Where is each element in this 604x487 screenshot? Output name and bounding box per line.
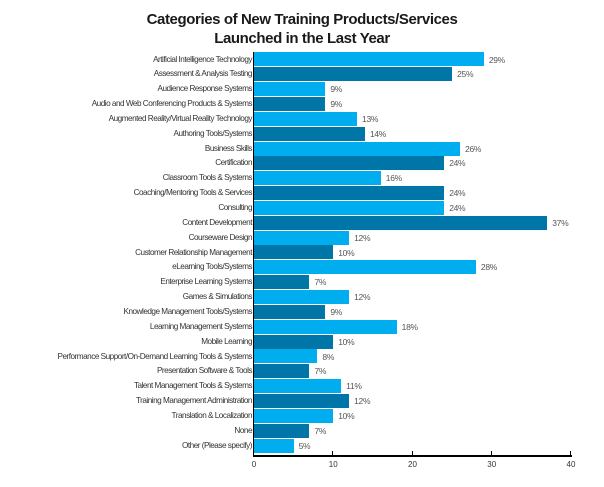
value-label: 10% [338,410,355,421]
value-label: 24% [449,188,466,199]
category-label: Enterprise Learning Systems [160,277,252,287]
x-tick-mark [570,451,571,456]
category-label: Business Skills [204,143,253,153]
category-label: Augmented Reality/Virtual Reality Techno… [108,113,253,123]
bar [254,260,476,275]
bar [254,67,453,82]
category-label: Presentation Software & Tools [156,366,253,376]
value-label: 9% [330,84,342,95]
y-axis-line [253,52,254,456]
bar [254,438,294,453]
value-label: 25% [457,69,474,80]
category-label: Games & Simulations [182,292,253,302]
bar [254,171,381,186]
chart-title-line-1: Categories of New Training Products/Serv… [146,11,458,28]
value-label: 8% [322,351,335,362]
bar [254,334,334,349]
bar [254,96,326,111]
bar [254,304,326,319]
value-label: 11% [346,381,362,392]
bar [254,423,310,438]
x-tick-label: 10 [328,460,338,469]
category-label: Customer Relationship Management [135,247,252,257]
category-label: Learning Management Systems [149,321,253,331]
bar [254,52,484,67]
value-label: 7% [314,277,327,288]
bar [254,349,318,364]
bar [254,408,334,423]
bar [254,275,310,290]
category-label: Mobile Learning [201,336,252,346]
category-label: Training Management Administration [135,396,253,406]
value-label: 5% [298,440,311,451]
x-tick-mark [411,451,413,456]
category-label: Other (Please specify) [182,440,253,450]
category-label: Translation & Localization [171,410,253,420]
value-label: 24% [449,158,466,169]
category-label: Knowledge Management Tools/Systems [123,306,253,316]
category-label: Certification [215,158,252,168]
bar [254,126,365,141]
value-label: 14% [369,128,387,139]
x-tick-label: 40 [566,460,576,469]
bar [254,82,326,97]
x-tick-mark [253,451,254,456]
value-label: 26% [465,143,482,154]
value-label: 12% [354,292,371,303]
category-label: Audio and Web Conferencing Products & Sy… [91,99,253,109]
bar [254,215,548,230]
category-label: Performance Support/On-Demand Learning T… [57,351,253,361]
category-label: Content Development [182,217,252,227]
bar [254,200,445,215]
category-label: Classroom Tools & Systems [162,173,253,183]
value-label: 16% [385,173,402,184]
value-label: 13% [362,113,379,124]
value-label: 9% [330,99,342,110]
category-label: eLearning Tools/Systems [172,262,252,272]
value-label: 9% [330,306,342,317]
value-label: 24% [449,203,466,214]
category-label: Courseware Design [188,232,253,242]
category-label: Audience Response Systems [157,84,253,94]
bar [254,156,445,171]
bar [254,186,445,201]
x-tick-label: 0 [251,460,257,469]
value-label: 12% [354,396,371,407]
chart-title: Categories of New Training Products/Serv… [0,10,604,48]
value-label: 29% [488,54,505,65]
value-label: 12% [354,232,371,243]
value-label: 10% [338,336,355,347]
bar [254,230,350,245]
value-label: 7% [314,366,327,377]
category-label: None [234,425,252,435]
value-label: 7% [314,425,327,436]
bar [254,290,350,305]
bar [254,364,310,379]
x-tick-label: 20 [408,460,417,469]
bar [254,245,334,260]
chart-title-line-2: Launched in the Last Year [214,30,390,47]
category-label: Authoring Tools/Systems [173,128,253,138]
bar [254,141,461,156]
value-label: 37% [552,217,569,228]
x-tick-label: 30 [487,460,497,469]
bar [254,319,397,334]
category-label: Assessment & Analysis Testing [153,69,253,79]
value-label: 18% [401,321,418,332]
category-label: Talent Management Tools & Systems [133,381,253,391]
bar [254,379,342,394]
category-label: Coaching/Mentoring Tools & Services [133,188,253,198]
category-label: Artificial Intelligence Technology [153,54,252,64]
bar [254,111,358,126]
x-axis-line [253,455,572,457]
category-label: Consulting [218,203,252,213]
x-tick-mark [490,451,492,456]
value-label: 10% [338,247,355,258]
x-tick-mark [332,451,334,456]
value-label: 28% [480,262,498,273]
bar [254,393,350,408]
